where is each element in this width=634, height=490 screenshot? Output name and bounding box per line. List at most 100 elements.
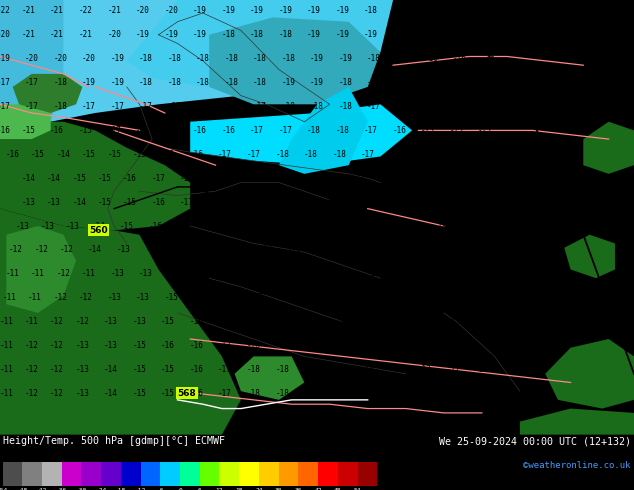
Text: -18: -18	[196, 78, 210, 87]
Text: -18: -18	[253, 78, 267, 87]
Text: -18: -18	[288, 245, 302, 254]
Text: -17: -17	[231, 245, 245, 254]
Text: -20: -20	[82, 54, 96, 63]
Text: -17: -17	[250, 126, 264, 135]
Text: -18: -18	[281, 102, 295, 111]
Text: -16: -16	[450, 6, 463, 15]
Text: -18: -18	[275, 365, 289, 374]
Text: -15: -15	[98, 197, 112, 207]
Text: -18: -18	[224, 78, 238, 87]
Text: -17: -17	[367, 102, 381, 111]
Text: -16: -16	[221, 293, 235, 302]
Text: -16: -16	[507, 6, 521, 15]
Text: -18: -18	[221, 30, 235, 39]
Text: -15: -15	[465, 173, 479, 183]
Text: -17: -17	[281, 270, 295, 278]
Text: -21: -21	[79, 30, 93, 39]
Polygon shape	[127, 0, 393, 87]
Text: -18: -18	[275, 389, 289, 398]
Text: -18: -18	[316, 245, 330, 254]
Text: -13: -13	[75, 389, 89, 398]
Bar	[121, 463, 141, 486]
Text: -16: -16	[418, 341, 432, 350]
Text: -16: -16	[430, 245, 444, 254]
Text: -17: -17	[351, 197, 365, 207]
Text: -18: -18	[304, 150, 318, 159]
Text: -18: -18	[259, 245, 273, 254]
Text: -14: -14	[104, 389, 118, 398]
Text: -22: -22	[0, 6, 10, 15]
Text: -11: -11	[28, 293, 42, 302]
Polygon shape	[545, 339, 634, 409]
Text: -13: -13	[15, 221, 29, 230]
Text: -17: -17	[152, 173, 165, 183]
Text: -16: -16	[481, 78, 495, 87]
Text: -11: -11	[0, 389, 13, 398]
Text: -12: -12	[53, 293, 67, 302]
Text: -17: -17	[209, 173, 223, 183]
Text: -18: -18	[392, 30, 406, 39]
Text: -14: -14	[72, 197, 86, 207]
Text: -18: -18	[335, 126, 349, 135]
Text: -13: -13	[139, 270, 153, 278]
Text: -36: -36	[56, 488, 67, 490]
Text: -18: -18	[307, 293, 321, 302]
Text: -15: -15	[437, 173, 451, 183]
Text: -18: -18	[367, 54, 381, 63]
Text: -19: -19	[307, 6, 321, 15]
Text: -48: -48	[16, 488, 28, 490]
Text: -18: -18	[247, 365, 261, 374]
Text: -17: -17	[278, 126, 292, 135]
Text: -17: -17	[253, 270, 267, 278]
Text: -18: -18	[247, 389, 261, 398]
Text: -16: -16	[136, 126, 150, 135]
Text: -12: -12	[50, 365, 64, 374]
Text: -13: -13	[110, 270, 124, 278]
Text: -17: -17	[361, 150, 375, 159]
Text: -18: -18	[53, 78, 67, 87]
Bar	[200, 463, 219, 486]
Text: -16: -16	[396, 102, 410, 111]
Text: -17: -17	[389, 389, 403, 398]
Text: -17: -17	[332, 365, 346, 374]
Bar	[42, 463, 61, 486]
Text: -21: -21	[50, 30, 64, 39]
Text: -15: -15	[465, 197, 479, 207]
Text: -16: -16	[453, 78, 467, 87]
Text: -18: -18	[304, 365, 318, 374]
Text: -16: -16	[437, 197, 451, 207]
Text: -13: -13	[117, 245, 131, 254]
Text: -16: -16	[424, 78, 438, 87]
Text: -18: -18	[196, 54, 210, 63]
Text: -14: -14	[104, 365, 118, 374]
Text: ©weatheronline.co.uk: ©weatheronline.co.uk	[523, 461, 631, 470]
Text: -15: -15	[22, 126, 36, 135]
Text: 6: 6	[198, 488, 202, 490]
Text: -18: -18	[323, 173, 337, 183]
Text: -16: -16	[478, 6, 492, 15]
Text: -18: -18	[275, 150, 289, 159]
Text: -17: -17	[396, 54, 410, 63]
Text: -17: -17	[361, 389, 375, 398]
Text: -16: -16	[161, 150, 175, 159]
Text: -17: -17	[402, 245, 416, 254]
Text: -11: -11	[6, 270, 20, 278]
Text: -16: -16	[190, 389, 204, 398]
Text: -6: -6	[157, 488, 164, 490]
Text: -11: -11	[0, 317, 13, 326]
Text: -16: -16	[193, 126, 207, 135]
Text: -18: -18	[275, 341, 289, 350]
Polygon shape	[190, 104, 412, 165]
Text: -18: -18	[139, 54, 153, 63]
Text: -17: -17	[247, 317, 261, 326]
Text: -14: -14	[22, 173, 36, 183]
Text: -18: -18	[323, 197, 337, 207]
Text: -18: -18	[224, 54, 238, 63]
Text: -12: -12	[50, 317, 64, 326]
Text: 30: 30	[275, 488, 282, 490]
Text: -17: -17	[202, 245, 216, 254]
Text: -54: -54	[0, 488, 8, 490]
Text: -18: -18	[278, 30, 292, 39]
Text: -17: -17	[110, 102, 124, 111]
Text: -15: -15	[123, 197, 137, 207]
